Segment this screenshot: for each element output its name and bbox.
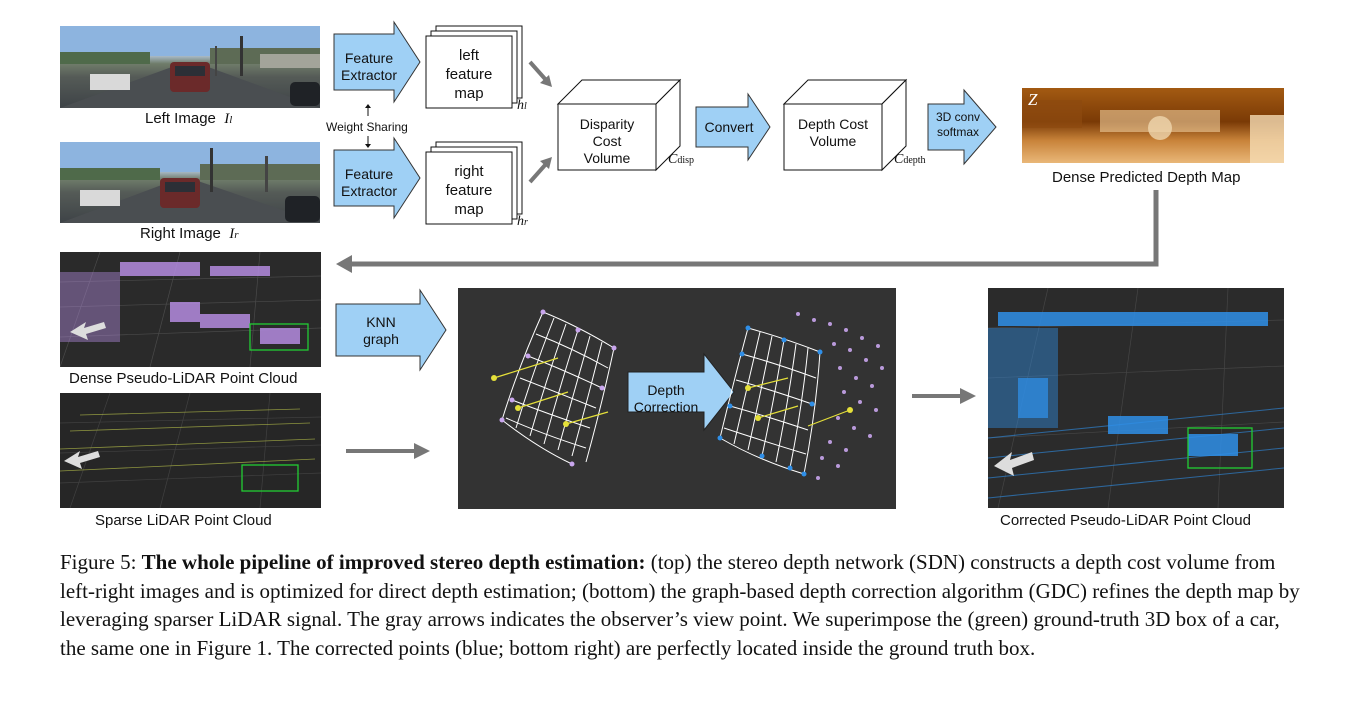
feature-extractor-bottom-label: Feature Extractor [340, 166, 397, 199]
feature-extractor-arrow-bottom [333, 136, 421, 220]
pipeline-shapes [333, 20, 1284, 459]
graph-correction-panel [458, 288, 896, 509]
caption-text: (top) the stereo depth network (SDN) con… [60, 550, 1300, 660]
sparse-lidar-image [59, 392, 322, 509]
c-depth-symbol: Cdepth [894, 152, 926, 167]
graph-correction-diagram [491, 309, 884, 480]
left-feature-map-label: left feature map [445, 47, 493, 102]
sparse-cloud-label: Sparse LiDAR Point Cloud [95, 512, 272, 529]
depth-correction-label: Depth Correction [633, 382, 699, 415]
feature-extractor-arrow-top [333, 20, 421, 104]
dense-pseudo-lidar-image [59, 251, 322, 368]
conv-softmax-arrow [927, 88, 997, 166]
right-feature-map-label: right feature map [445, 163, 493, 218]
convert-arrow [695, 92, 771, 162]
depth-map-symbol: Z [1028, 90, 1038, 109]
dense-cloud-label: Dense Pseudo-LiDAR Point Cloud [69, 370, 298, 387]
h-right-symbol: hr [517, 214, 528, 229]
depth-map-label: Dense Predicted Depth Map [1052, 169, 1241, 186]
depth-volume-label: Depth Cost Volume [797, 116, 869, 149]
conv-softmax-label: 3D conv softmax [935, 110, 981, 139]
figure-caption: Figure 5: The whole pipeline of improved… [60, 548, 1300, 662]
corrected-cloud-label: Corrected Pseudo-LiDAR Point Cloud [1000, 512, 1251, 529]
corrected-pseudo-lidar-image [987, 287, 1285, 509]
knn-label: KNN graph [363, 314, 399, 347]
h-left-symbol: hl [517, 98, 527, 113]
left-image-label: Left Image Il [145, 110, 233, 127]
right-street-scene [60, 142, 320, 223]
right-image [60, 142, 320, 223]
right-image-label: Right Image Ir [140, 225, 239, 242]
caption-prefix: Figure 5: [60, 550, 142, 574]
disparity-volume-label: Disparity Cost Volume [579, 116, 635, 166]
depth-correction-arrow [627, 352, 735, 432]
left-image [60, 26, 320, 108]
caption-bold: The whole pipeline of improved stereo de… [141, 550, 646, 574]
knn-arrow [335, 288, 447, 372]
weight-sharing-label: Weight Sharing [326, 120, 408, 134]
c-disp-symbol: Cdisp [668, 152, 695, 167]
feature-extractor-top-label: Feature Extractor [340, 50, 397, 83]
left-street-scene [60, 26, 320, 108]
convert-label: Convert [704, 119, 754, 135]
